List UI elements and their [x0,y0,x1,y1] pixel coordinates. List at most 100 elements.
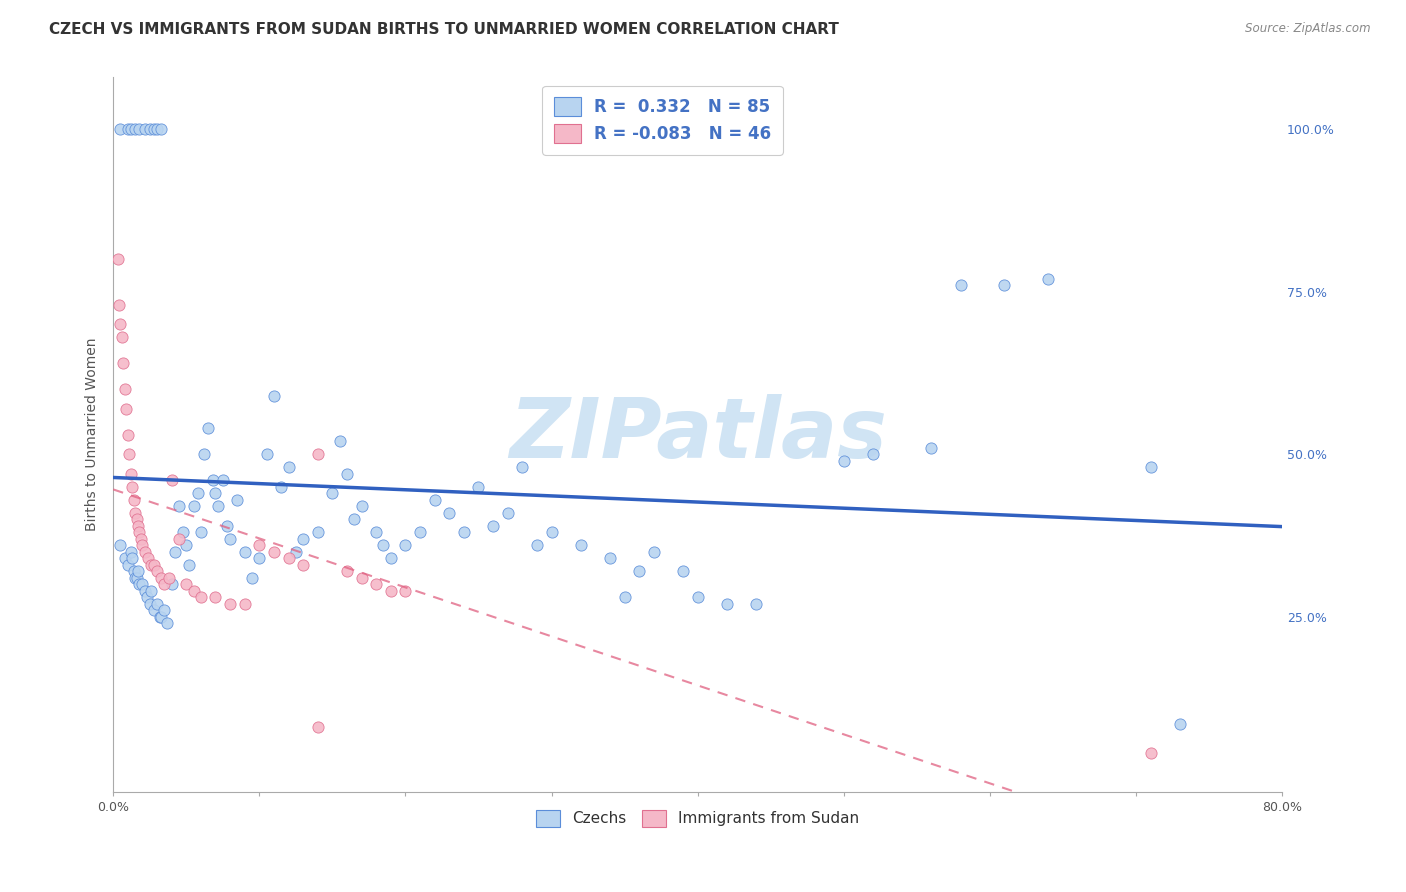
Point [167,532,190,546]
Point [366,525,388,540]
Point [114,382,136,396]
Point [121,480,143,494]
Point [172,525,194,540]
Point [120,122,142,136]
Point [111,330,134,344]
Point [160,577,183,591]
Point [380,583,402,598]
Point [108,298,131,312]
Point [307,720,329,734]
Point [107,252,129,267]
Point [157,571,180,585]
Point [307,447,329,461]
Y-axis label: Births to Unmarried Women: Births to Unmarried Women [86,338,100,532]
Point [599,551,621,566]
Point [292,558,315,572]
Point [240,571,263,585]
Point [409,525,432,540]
Point [1038,272,1060,286]
Point [467,480,489,494]
Point [143,122,166,136]
Point [263,544,285,558]
Point [672,564,695,578]
Point [183,583,205,598]
Point [336,564,359,578]
Point [423,492,446,507]
Point [174,577,197,591]
Point [124,506,146,520]
Point [270,480,292,494]
Point [394,583,416,598]
Point [134,122,156,136]
Point [128,122,150,136]
Point [125,512,148,526]
Point [329,434,352,449]
Text: ZIPatlas: ZIPatlas [509,394,887,475]
Point [124,122,146,136]
Point [129,532,152,546]
Point [233,544,256,558]
Point [263,389,285,403]
Point [256,447,278,461]
Point [307,525,329,540]
Point [686,590,709,604]
Point [247,551,270,566]
Point [128,525,150,540]
Point [1168,716,1191,731]
Point [321,486,343,500]
Point [193,447,215,461]
Point [120,467,142,481]
Point [183,499,205,513]
Point [233,597,256,611]
Point [204,590,226,604]
Point [153,577,176,591]
Point [1139,746,1161,760]
Point [167,499,190,513]
Point [141,558,163,572]
Point [117,427,139,442]
Point [125,571,148,585]
Point [569,538,592,552]
Point [201,473,224,487]
Point [122,492,145,507]
Point [628,564,651,578]
Point [156,616,179,631]
Point [160,473,183,487]
Point [482,518,505,533]
Point [1139,460,1161,475]
Point [350,571,373,585]
Point [373,538,395,552]
Point [120,544,142,558]
Point [141,583,163,598]
Point [122,564,145,578]
Point [146,597,169,611]
Point [745,597,768,611]
Point [150,609,173,624]
Point [211,473,233,487]
Point [247,538,270,552]
Point [226,492,249,507]
Text: CZECH VS IMMIGRANTS FROM SUDAN BIRTHS TO UNMARRIED WOMEN CORRELATION CHART: CZECH VS IMMIGRANTS FROM SUDAN BIRTHS TO… [49,22,839,37]
Point [219,597,242,611]
Point [112,356,135,370]
Point [643,544,665,558]
Point [146,564,169,578]
Point [115,401,138,416]
Point [380,551,402,566]
Point [949,278,972,293]
Point [143,603,166,617]
Point [350,499,373,513]
Point [993,278,1015,293]
Point [217,518,239,533]
Point [110,122,132,136]
Point [135,590,157,604]
Point [277,460,299,475]
Point [163,544,186,558]
Point [540,525,562,540]
Point [336,467,359,481]
Point [110,318,132,332]
Point [613,590,636,604]
Point [127,564,149,578]
Point [124,571,146,585]
Point [832,453,855,467]
